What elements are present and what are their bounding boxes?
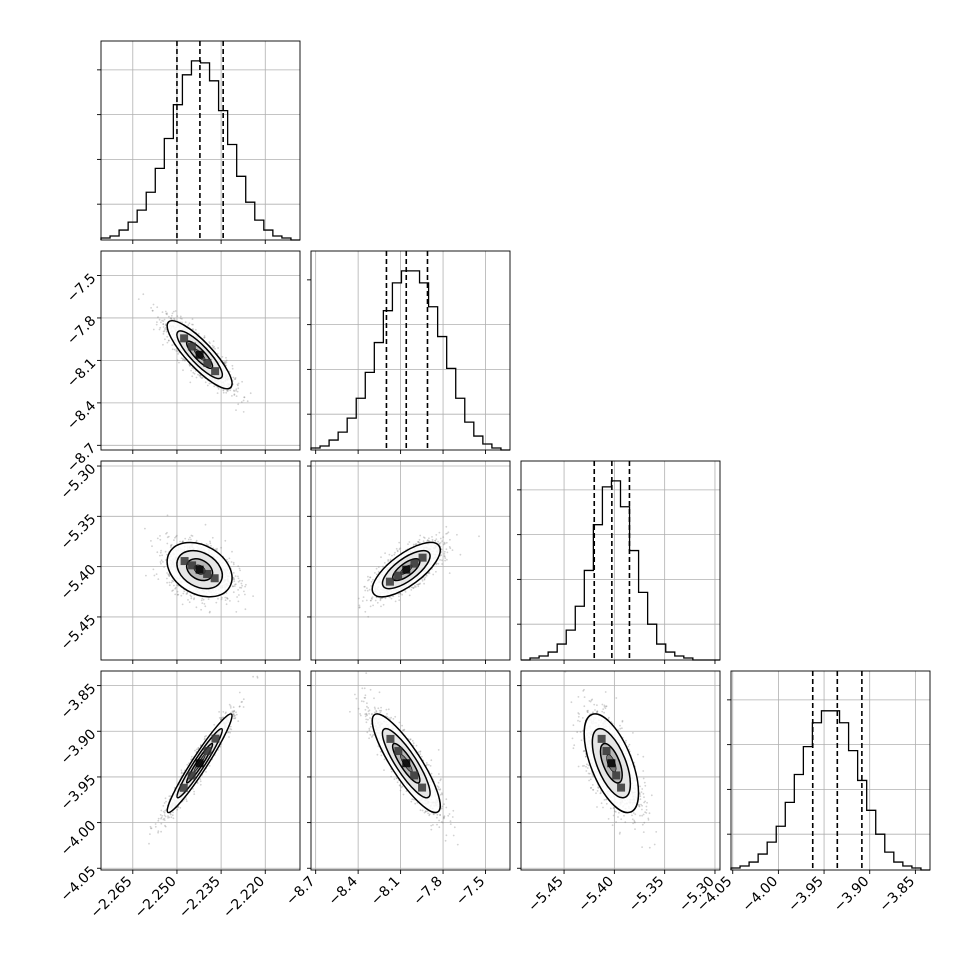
x-tick-label: −8.7 — [283, 874, 318, 909]
x-tick-label: −3.90 — [831, 874, 873, 916]
y-tick-label: −3.90 — [58, 726, 100, 768]
y-tick-label: −5.40 — [58, 562, 100, 604]
hist-panel-0 — [97, 40, 301, 241]
scatter-panel-3-0 — [100, 670, 301, 871]
scatter-panel-3-2 — [520, 670, 721, 871]
histogram-3 — [730, 710, 930, 871]
y-tick-label: −7.8 — [64, 313, 99, 348]
scatter-panel-2-0 — [100, 460, 301, 661]
hist-panel-2 — [517, 460, 721, 661]
x-tick-label: −2.220 — [220, 874, 268, 922]
histogram-2 — [521, 480, 720, 661]
y-tick-label: −7.5 — [64, 271, 99, 306]
x-tick-label: −5.40 — [576, 874, 618, 916]
y-tick-label: −3.85 — [58, 681, 100, 723]
hist-panel-3 — [727, 670, 931, 871]
y-tick-label: −4.00 — [58, 818, 100, 860]
y-tick-label: −3.95 — [58, 772, 100, 814]
scatter-panel-3-1 — [310, 670, 511, 871]
hist-panel-1 — [307, 250, 511, 451]
x-tick-label: −3.85 — [877, 874, 919, 916]
x-tick-label: −5.45 — [525, 874, 567, 916]
x-tick-label: −7.5 — [453, 874, 488, 909]
x-tick-label: −2.250 — [132, 874, 180, 922]
x-tick-label: −3.95 — [785, 874, 827, 916]
x-tick-label: −5.35 — [626, 874, 668, 916]
x-tick-label: −4.00 — [740, 874, 782, 916]
x-tick-label: −7.8 — [411, 874, 446, 909]
x-tick-label: −8.4 — [326, 873, 361, 908]
y-tick-label: −5.45 — [58, 612, 100, 654]
y-tick-label: −5.35 — [58, 511, 100, 553]
scatter-panel-2-1 — [310, 460, 511, 661]
x-tick-label: −8.1 — [368, 874, 403, 909]
y-tick-label: −8.1 — [64, 355, 99, 390]
y-tick-label: −4.05 — [58, 863, 100, 905]
x-tick-label: −2.265 — [88, 874, 136, 922]
scatter-panel-1-0 — [100, 250, 301, 451]
y-tick-label: −8.4 — [64, 398, 99, 433]
x-tick-label: −2.235 — [176, 874, 224, 922]
